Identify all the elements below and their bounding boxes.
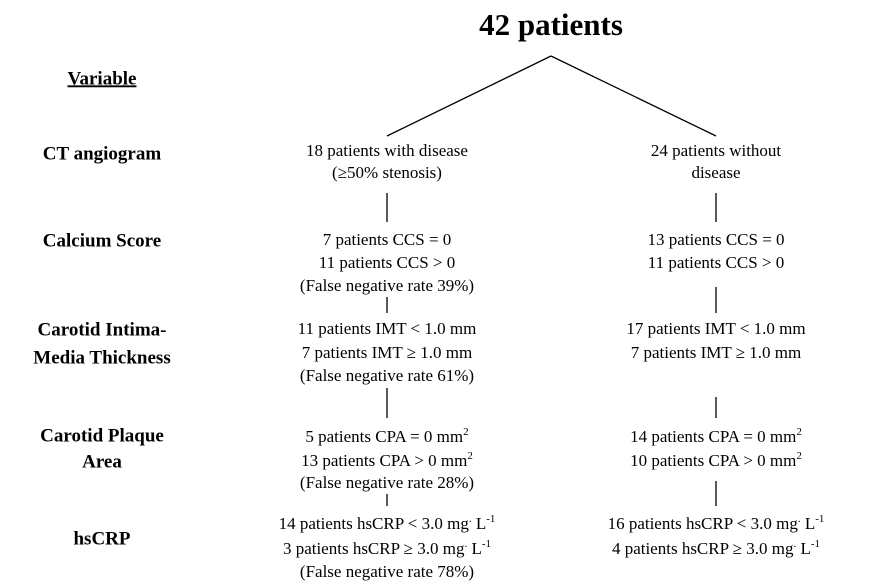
text-run: (False negative rate 39%) <box>300 276 474 295</box>
variable-label: Calcium Score <box>43 230 161 251</box>
text-run: 7 patients IMT ≥ 1.0 mm <box>631 343 802 362</box>
text-run: 7 patients CCS = 0 <box>323 230 452 249</box>
cell-text: (≥50% stenosis) <box>332 163 442 182</box>
superscript: . <box>798 513 801 525</box>
cell-text: 11 patients CCS > 0 <box>648 253 784 272</box>
cell-text: 7 patients IMT ≥ 1.0 mm <box>302 343 473 362</box>
cell-text: 14 patients CPA = 0 mm2 <box>630 426 802 446</box>
branch-line <box>550 55 717 137</box>
text-run: 11 patients IMT < 1.0 mm <box>298 319 477 338</box>
cell-text: 24 patients without <box>651 141 782 160</box>
variable-label: Media Thickness <box>33 347 170 368</box>
superscript: 2 <box>796 426 802 438</box>
cell-text: 4 patients hsCRP ≥ 3.0 mg. L-1 <box>612 538 820 558</box>
superscript: . <box>469 513 472 525</box>
text-run: (False negative rate 78%) <box>300 562 474 581</box>
text-run: 4 patients hsCRP ≥ 3.0 mg <box>612 539 794 558</box>
text-run: 11 patients CCS > 0 <box>319 253 455 272</box>
text-run: 11 patients CCS > 0 <box>648 253 784 272</box>
superscript: -1 <box>815 513 824 525</box>
variable-label: Carotid Plaque <box>40 425 164 446</box>
cell-text: 17 patients IMT < 1.0 mm <box>626 319 805 338</box>
variable-label: Area <box>82 451 122 472</box>
cell-text: disease <box>691 163 740 182</box>
text-run: L <box>472 514 487 533</box>
text-run: L <box>801 514 816 533</box>
cell-text: (False negative rate 61%) <box>300 366 474 385</box>
cell-text: 7 patients CCS = 0 <box>323 230 452 249</box>
text-run: L <box>467 539 482 558</box>
cell-text: 16 patients hsCRP < 3.0 mg. L-1 <box>608 513 825 533</box>
cell-text: 5 patients CPA = 0 mm2 <box>305 426 468 446</box>
cell-text: (False negative rate 28%) <box>300 473 474 492</box>
superscript: -1 <box>482 538 491 550</box>
superscript: -1 <box>811 538 820 550</box>
cell-text: 18 patients with disease <box>306 141 468 160</box>
cell-text: 10 patients CPA > 0 mm2 <box>630 450 802 470</box>
superscript: 2 <box>467 450 473 462</box>
text-run: 5 patients CPA = 0 mm <box>305 427 463 446</box>
text-run: L <box>796 539 811 558</box>
cell-text: 11 patients CCS > 0 <box>319 253 455 272</box>
cell-text: 11 patients IMT < 1.0 mm <box>298 319 477 338</box>
text-run: (False negative rate 61%) <box>300 366 474 385</box>
cell-text: 14 patients hsCRP < 3.0 mg. L-1 <box>279 513 496 533</box>
branch-line <box>386 55 552 137</box>
title: 42 patients <box>479 7 623 42</box>
superscript: . <box>464 538 467 550</box>
variable-label: CT angiogram <box>43 143 162 164</box>
superscript: 2 <box>796 450 802 462</box>
variable-label: hsCRP <box>73 528 130 549</box>
superscript: -1 <box>486 513 495 525</box>
text-run: 17 patients IMT < 1.0 mm <box>626 319 805 338</box>
cell-text: (False negative rate 78%) <box>300 562 474 581</box>
variable-header: Variable <box>68 68 137 89</box>
text-run: 18 patients with disease <box>306 141 468 160</box>
text-run: 24 patients without <box>651 141 782 160</box>
superscript: . <box>793 538 796 550</box>
text-run: 10 patients CPA > 0 mm <box>630 451 796 470</box>
text-run: 13 patients CPA > 0 mm <box>301 451 467 470</box>
text-run: 14 patients hsCRP < 3.0 mg <box>279 514 470 533</box>
text-run: (≥50% stenosis) <box>332 163 442 182</box>
cell-text: 3 patients hsCRP ≥ 3.0 mg. L-1 <box>283 538 491 558</box>
cell-text: 13 patients CPA > 0 mm2 <box>301 450 473 470</box>
text-run: 7 patients IMT ≥ 1.0 mm <box>302 343 473 362</box>
variable-label: Carotid Intima- <box>38 319 167 340</box>
text-run: 13 patients CCS = 0 <box>647 230 784 249</box>
text-run: 16 patients hsCRP < 3.0 mg <box>608 514 799 533</box>
text-run: 3 patients hsCRP ≥ 3.0 mg <box>283 539 465 558</box>
cell-text: 13 patients CCS = 0 <box>647 230 784 249</box>
text-run: disease <box>691 163 740 182</box>
superscript: 2 <box>463 426 469 438</box>
cell-text: 7 patients IMT ≥ 1.0 mm <box>631 343 802 362</box>
text-run: (False negative rate 28%) <box>300 473 474 492</box>
text-run: 14 patients CPA = 0 mm <box>630 427 796 446</box>
cell-text: (False negative rate 39%) <box>300 276 474 295</box>
